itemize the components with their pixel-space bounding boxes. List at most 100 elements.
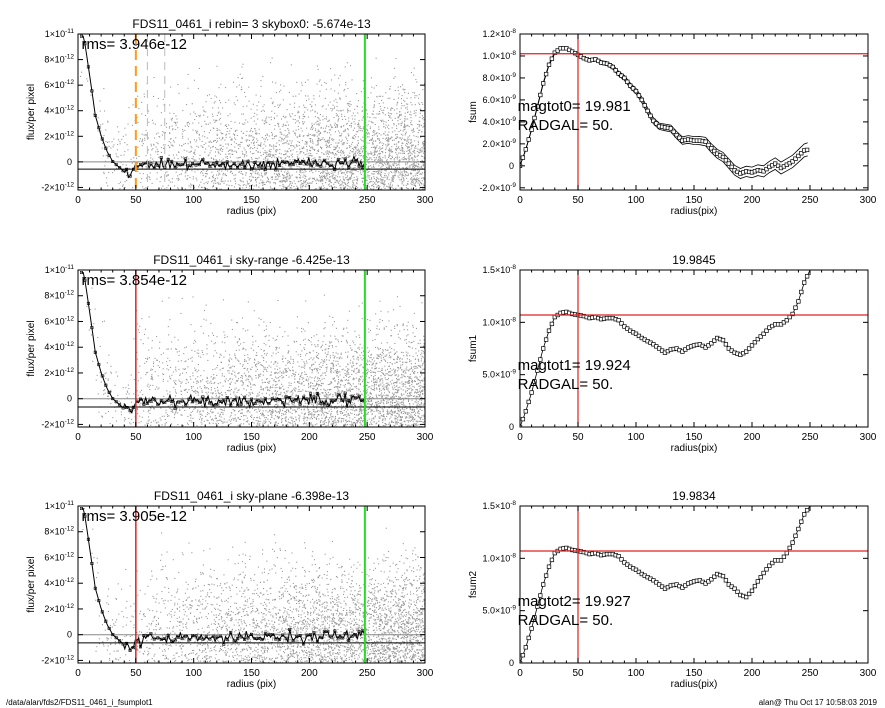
noise-point: [231, 150, 233, 152]
noise-point: [337, 386, 339, 388]
noise-point: [185, 388, 187, 390]
noise-point: [310, 127, 312, 129]
noise-point: [242, 77, 244, 79]
noise-point: [377, 403, 379, 405]
noise-point: [187, 366, 189, 368]
noise-point: [405, 164, 407, 166]
noise-point: [388, 187, 390, 189]
noise-point: [379, 185, 381, 187]
noise-point: [177, 187, 179, 189]
noise-point: [335, 113, 337, 115]
noise-point: [406, 355, 408, 357]
noise-point: [425, 170, 426, 171]
noise-point: [378, 187, 380, 189]
noise-point: [306, 141, 308, 143]
noise-point: [304, 154, 306, 156]
noise-point: [237, 160, 239, 162]
noise-point: [326, 155, 328, 157]
noise-point: [394, 90, 396, 92]
noise-point: [401, 123, 403, 125]
noise-point: [243, 423, 245, 425]
noise-point: [348, 178, 350, 180]
noise-point: [281, 412, 283, 414]
noise-point: [221, 133, 223, 135]
noise-point: [286, 173, 288, 175]
noise-point: [365, 393, 367, 395]
noise-point: [413, 184, 415, 186]
noise-point: [285, 369, 287, 371]
noise-point: [426, 189, 427, 190]
noise-point: [267, 411, 269, 413]
noise-point: [234, 130, 236, 132]
noise-point: [340, 158, 342, 160]
noise-point: [227, 144, 229, 146]
noise-point: [332, 177, 334, 179]
noise-point: [252, 188, 254, 190]
noise-point: [304, 169, 306, 171]
noise-point: [287, 150, 289, 152]
noise-point: [403, 126, 405, 128]
noise-point: [358, 414, 360, 416]
noise-point: [149, 172, 151, 174]
noise-point: [346, 103, 348, 105]
noise-point: [372, 340, 374, 342]
noise-point: [348, 162, 350, 164]
noise-point: [379, 113, 381, 115]
noise-point: [281, 133, 283, 135]
noise-point: [128, 172, 130, 174]
noise-point: [171, 125, 173, 127]
noise-point: [260, 179, 262, 181]
noise-point: [257, 172, 259, 174]
noise-point: [341, 157, 343, 159]
panel-profile1: rms= 3.946e-120 50 100 150 200 250 3001×10-118…: [26, 17, 434, 217]
noise-point: [381, 178, 383, 180]
noise-point: [250, 388, 252, 390]
noise-point: [359, 170, 361, 172]
noise-point: [255, 130, 257, 132]
noise-point: [258, 144, 260, 146]
noise-point: [409, 149, 411, 151]
noise-point: [124, 181, 126, 183]
noise-point: [394, 130, 396, 132]
noise-point: [385, 385, 387, 387]
noise-point: [198, 67, 200, 69]
noise-point: [167, 144, 169, 146]
noise-point: [260, 155, 262, 157]
noise-point: [252, 162, 254, 164]
noise-point: [378, 103, 380, 105]
noise-point: [419, 151, 421, 153]
noise-point: [316, 354, 318, 356]
noise-point: [315, 122, 317, 124]
noise-point: [390, 186, 392, 188]
noise-point: [197, 376, 199, 378]
noise-point: [349, 186, 351, 188]
noise-point: [374, 381, 376, 383]
noise-point: [293, 186, 295, 188]
noise-point: [230, 367, 232, 369]
noise-point: [212, 177, 214, 179]
noise-point: [320, 408, 322, 410]
noise-point: [318, 80, 320, 82]
noise-point: [302, 176, 304, 178]
noise-point: [105, 141, 107, 143]
noise-point: [407, 103, 409, 105]
noise-point: [312, 142, 314, 144]
noise-point: [274, 125, 276, 127]
noise-point: [228, 370, 230, 372]
noise-point: [302, 118, 304, 120]
noise-point: [239, 166, 241, 168]
noise-point: [409, 142, 411, 144]
noise-point: [217, 140, 219, 142]
noise-point: [218, 174, 220, 176]
noise-point: [172, 140, 174, 142]
noise-point: [357, 125, 359, 127]
noise-point: [342, 118, 344, 120]
noise-point: [361, 140, 363, 142]
noise-point: [357, 420, 359, 422]
noise-point: [218, 87, 220, 89]
noise-point: [338, 167, 340, 169]
noise-point: [271, 110, 273, 112]
noise-point: [370, 157, 372, 159]
noise-point: [406, 171, 408, 173]
noise-point: [276, 365, 278, 367]
